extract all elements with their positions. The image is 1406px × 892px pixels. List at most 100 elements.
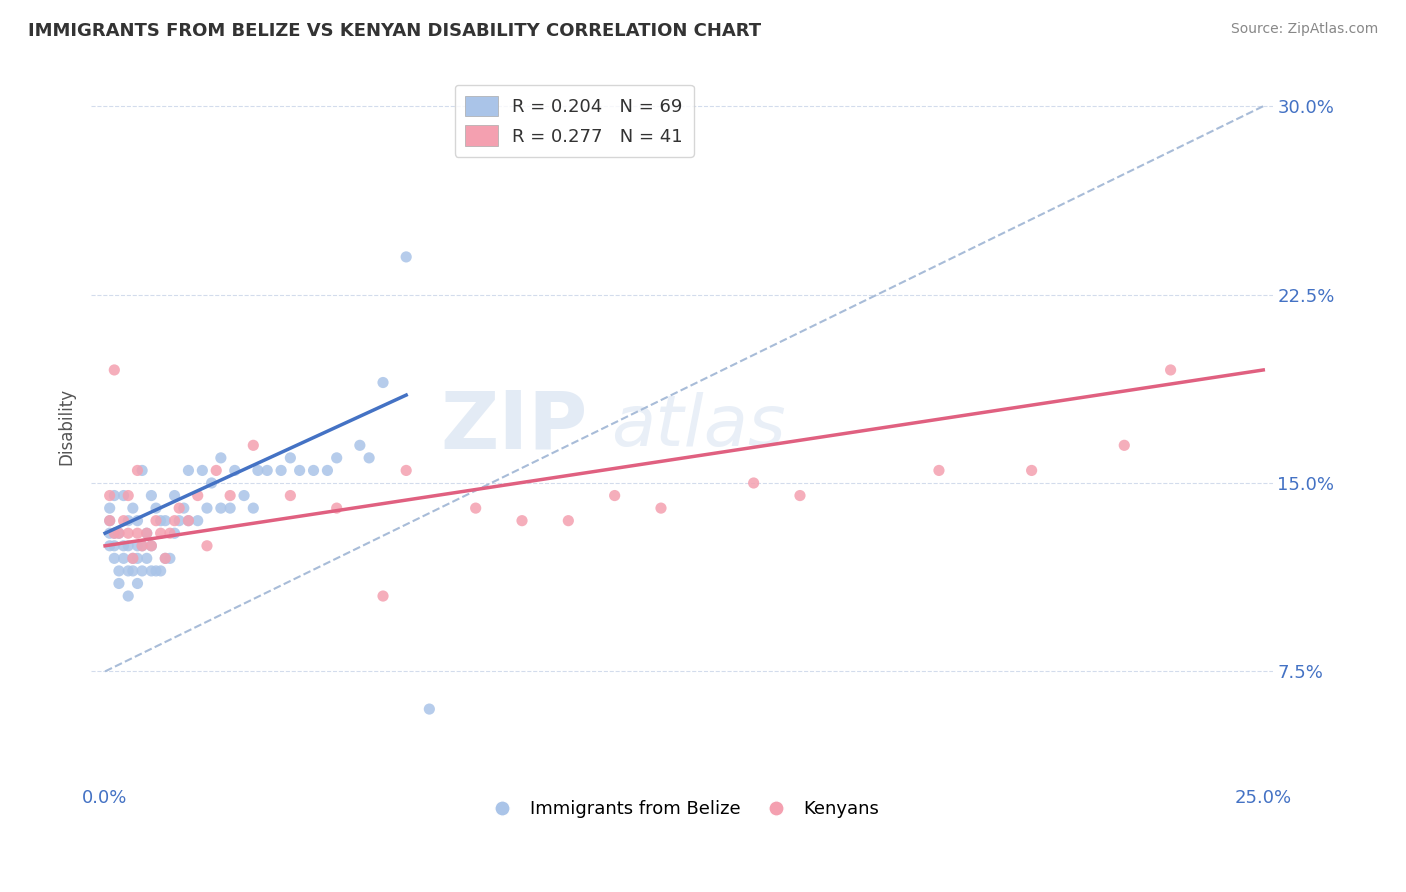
Point — [325, 450, 347, 465]
Text: ZIP: ZIP — [440, 387, 588, 466]
Point — [219, 489, 242, 503]
Point — [242, 438, 264, 452]
Point — [163, 526, 186, 541]
Y-axis label: Disability: Disability — [58, 388, 75, 465]
Point — [121, 501, 143, 516]
Point — [103, 489, 125, 503]
Point — [103, 539, 125, 553]
Point — [121, 564, 143, 578]
Point — [98, 501, 121, 516]
Point — [131, 539, 153, 553]
Point — [98, 514, 121, 528]
Point — [201, 475, 224, 490]
Point — [603, 489, 626, 503]
Point — [127, 551, 149, 566]
Point — [145, 514, 167, 528]
Point — [103, 363, 125, 377]
Point — [108, 526, 131, 541]
Point — [141, 539, 163, 553]
Point — [187, 514, 209, 528]
Point — [270, 463, 292, 477]
Point — [149, 514, 172, 528]
Point — [155, 551, 177, 566]
Point — [302, 463, 325, 477]
Point — [233, 489, 256, 503]
Point — [112, 489, 135, 503]
Point — [98, 526, 121, 541]
Point — [127, 539, 149, 553]
Point — [117, 564, 139, 578]
Point — [141, 489, 163, 503]
Point — [135, 526, 157, 541]
Point — [127, 514, 149, 528]
Point — [108, 576, 131, 591]
Point — [159, 551, 181, 566]
Point — [121, 551, 143, 566]
Point — [316, 463, 339, 477]
Point — [1021, 463, 1043, 477]
Point — [167, 514, 190, 528]
Point — [395, 250, 418, 264]
Point — [325, 501, 347, 516]
Point — [219, 501, 242, 516]
Point — [177, 514, 200, 528]
Point — [127, 463, 149, 477]
Point — [145, 501, 167, 516]
Text: IMMIGRANTS FROM BELIZE VS KENYAN DISABILITY CORRELATION CHART: IMMIGRANTS FROM BELIZE VS KENYAN DISABIL… — [28, 22, 761, 40]
Point — [246, 463, 269, 477]
Point — [464, 501, 486, 516]
Point — [149, 526, 172, 541]
Point — [510, 514, 533, 528]
Point — [191, 463, 214, 477]
Point — [112, 539, 135, 553]
Point — [395, 463, 418, 477]
Point — [1160, 363, 1182, 377]
Point — [209, 501, 232, 516]
Point — [928, 463, 950, 477]
Point — [141, 539, 163, 553]
Point — [108, 564, 131, 578]
Point — [131, 564, 153, 578]
Point — [103, 526, 125, 541]
Point — [256, 463, 278, 477]
Point — [103, 526, 125, 541]
Point — [112, 514, 135, 528]
Point — [195, 539, 218, 553]
Point — [159, 526, 181, 541]
Point — [155, 551, 177, 566]
Point — [280, 489, 302, 503]
Point — [131, 539, 153, 553]
Legend: Immigrants from Belize, Kenyans: Immigrants from Belize, Kenyans — [477, 793, 886, 825]
Point — [131, 463, 153, 477]
Point — [371, 589, 394, 603]
Point — [349, 438, 371, 452]
Point — [117, 589, 139, 603]
Point — [242, 501, 264, 516]
Point — [117, 539, 139, 553]
Point — [103, 551, 125, 566]
Point — [195, 501, 218, 516]
Point — [121, 551, 143, 566]
Point — [742, 475, 765, 490]
Point — [98, 514, 121, 528]
Point — [224, 463, 246, 477]
Point — [209, 450, 232, 465]
Point — [155, 514, 177, 528]
Point — [359, 450, 381, 465]
Point — [177, 514, 200, 528]
Point — [163, 514, 186, 528]
Point — [127, 576, 149, 591]
Point — [98, 539, 121, 553]
Point — [108, 526, 131, 541]
Point — [98, 489, 121, 503]
Point — [205, 463, 228, 477]
Point — [145, 564, 167, 578]
Point — [280, 450, 302, 465]
Point — [1114, 438, 1136, 452]
Text: atlas: atlas — [612, 392, 786, 461]
Point — [173, 501, 195, 516]
Point — [177, 463, 200, 477]
Point — [789, 489, 811, 503]
Point — [288, 463, 311, 477]
Text: Source: ZipAtlas.com: Source: ZipAtlas.com — [1230, 22, 1378, 37]
